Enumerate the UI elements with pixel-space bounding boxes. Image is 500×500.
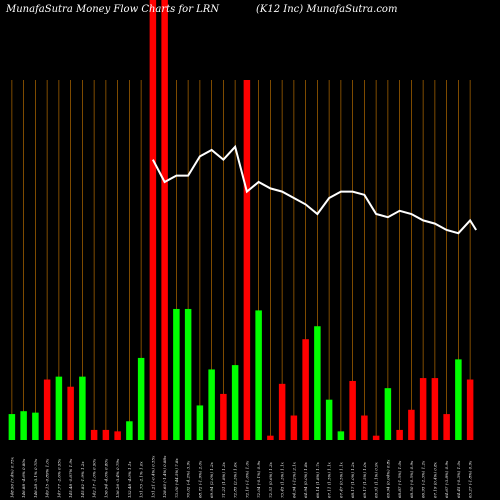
x-tick-label: 147.77 -2.6% 0.95x bbox=[56, 458, 61, 498]
x-tick-label: 67.19 (0.4%) 0.8x bbox=[432, 461, 437, 498]
price-line bbox=[151, 144, 477, 235]
bar bbox=[173, 308, 180, 440]
bar bbox=[220, 393, 227, 440]
bar bbox=[255, 310, 262, 440]
bar bbox=[431, 378, 439, 440]
bar bbox=[290, 415, 298, 440]
bar bbox=[55, 376, 63, 440]
bar bbox=[302, 339, 309, 440]
bar bbox=[231, 365, 239, 440]
money-flow-bars bbox=[8, 0, 474, 440]
x-tick-label: 131.21 (-0.4%) 0.55x bbox=[150, 455, 155, 498]
x-tick-label: 64.94 (-12%) 2.1x bbox=[291, 461, 296, 498]
x-tick-label: 66.95 (-2.3%) 1.2x bbox=[421, 460, 426, 498]
x-tick-label: 69.94 (2.0%) 1.2x bbox=[209, 461, 214, 498]
x-tick-label: 136.26 -3.4% 0.79x bbox=[115, 458, 120, 498]
x-tick-label: 72.85 (2.3%) 1.6x bbox=[233, 461, 238, 498]
price-line-path bbox=[151, 144, 477, 235]
bar bbox=[419, 378, 427, 440]
x-tick-label: 142.17 -1.0% 0.90x bbox=[92, 458, 97, 498]
bar bbox=[278, 383, 286, 440]
x-tick-label: 68.72 (-1.9%) 2.0x bbox=[197, 460, 202, 498]
bar bbox=[137, 357, 145, 440]
x-tick-label: 72.10 (-1.0%) 1.0x bbox=[244, 460, 249, 498]
bar bbox=[196, 405, 204, 440]
bar bbox=[32, 412, 39, 440]
x-tick-label: 145.82 -1.9% 1.2x bbox=[80, 461, 85, 498]
bar bbox=[102, 429, 110, 440]
bar bbox=[267, 435, 274, 440]
bar bbox=[337, 431, 345, 440]
bar bbox=[161, 0, 168, 440]
x-tick-label: 69.17 (1.5%) 1.0x bbox=[362, 461, 367, 498]
bar bbox=[243, 80, 251, 440]
x-tick-label: 68.17 (1.0%) 1.2x bbox=[350, 461, 355, 498]
x-tick-label: 146.28 -3.1% 0.70x bbox=[33, 458, 38, 498]
bar bbox=[126, 421, 133, 440]
x-tick-label: 64.67 (-3.8%) 0.9x bbox=[444, 460, 449, 498]
x-axis-labels: 148.90 (7.4%) 0.75x 146.88 -4.6% 0.80x 146… bbox=[9, 455, 472, 498]
x-tick-label: 64.94 (0.0%) 1.8x bbox=[303, 461, 308, 498]
x-tick-label: 70.02 (-4.2%) 3.9x bbox=[186, 460, 191, 498]
bar bbox=[314, 326, 321, 440]
bar bbox=[466, 379, 474, 440]
x-tick-label: 148.90 (7.4%) 0.75x bbox=[9, 456, 14, 498]
x-tick-label: 128.60 (-1.4%) 0.88x bbox=[162, 455, 167, 498]
bar bbox=[208, 369, 215, 440]
x-tick-label: 63.27 (-1.8%) 0.9x bbox=[468, 460, 473, 498]
x-tick-label: 68.50 (-0.5%) 0.9x bbox=[409, 460, 414, 498]
x-tick-label: 72.04 (-0.1%) 0.9x bbox=[256, 460, 261, 498]
bar bbox=[443, 414, 450, 440]
x-tick-label: 64.45 (-0.3%) 1.0x bbox=[456, 460, 461, 498]
bar bbox=[114, 431, 121, 440]
x-tick-label: 72.51 (0.6%) 1.3x bbox=[268, 461, 273, 498]
x-tick-label: 67.47 (0.5%) 1.1x bbox=[338, 461, 343, 498]
bar bbox=[149, 0, 157, 440]
x-tick-label: 132.48 -4.0% 1.1x bbox=[127, 461, 132, 498]
bar bbox=[20, 411, 27, 440]
x-tick-label: 136.94 -4.0% 0.80x bbox=[103, 458, 108, 498]
x-tick-label: 66.14 (1.8%) 1.7x bbox=[315, 461, 320, 498]
x-tick-label: 73.45 (1.3%) 1.1x bbox=[280, 461, 285, 498]
bar bbox=[455, 359, 462, 440]
x-tick-label: 71.21 (1.8%) 1.3x bbox=[221, 461, 226, 498]
bar bbox=[408, 409, 415, 440]
bar bbox=[79, 376, 86, 440]
bar bbox=[184, 308, 192, 440]
chart-title-left: MunafaSutra Money Flow Charts for LRN bbox=[5, 4, 220, 15]
bar bbox=[325, 399, 333, 440]
x-tick-label: 69.94 (0.04%) 0.8x bbox=[385, 459, 390, 498]
bar bbox=[90, 429, 98, 440]
x-tick-label: 68.87 (-1.5%) 1.0x bbox=[397, 460, 402, 498]
bar bbox=[8, 414, 16, 440]
x-tick-label: 69.91 (1.1%) 0.9x bbox=[374, 461, 379, 498]
chart-title-right: (K12 Inc) MunafaSutra.com bbox=[256, 4, 397, 15]
x-tick-label: 145.48 -0.87% 1.9x bbox=[68, 458, 73, 498]
bar bbox=[67, 386, 74, 440]
bar bbox=[43, 379, 51, 440]
x-tick-label: 73.00 (-44.5%) 7.8x bbox=[174, 457, 179, 498]
x-tick-label: 131.73 -2.1% 1.0x bbox=[139, 461, 144, 498]
bar bbox=[361, 415, 368, 440]
bar bbox=[396, 429, 403, 440]
bar bbox=[349, 380, 356, 440]
x-tick-label: 67.11 (1.5%) 1.1x bbox=[327, 461, 332, 498]
bar bbox=[384, 388, 392, 440]
bar bbox=[372, 435, 380, 440]
x-tick-label: 146.88 -4.6% 0.80x bbox=[21, 458, 26, 498]
x-tick-label: 149.15 -0.89% 1.0x bbox=[45, 458, 50, 498]
